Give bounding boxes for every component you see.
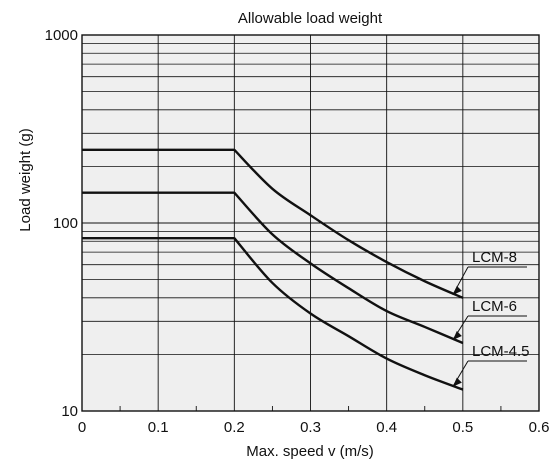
series-line-lcm-6 <box>82 191 464 345</box>
leader-arrowhead <box>452 330 462 340</box>
x-tick-label: 0.5 <box>452 419 473 436</box>
x-tick-label: 0.3 <box>300 419 321 436</box>
leader-arrowhead <box>452 377 462 387</box>
leader-arrowhead <box>452 285 462 295</box>
x-tick-label: 0 <box>78 419 86 436</box>
x-tick-label: 0.6 <box>529 419 550 436</box>
series-label: LCM-4.5 <box>472 343 530 360</box>
x-axis-label: Max. speed v (m/s) <box>246 443 374 460</box>
series-line-lcm-4-5 <box>82 237 464 391</box>
series-labels: LCM-8 LCM-6 LCM-4.5 <box>452 249 530 387</box>
x-tick-label: 0.4 <box>376 419 397 436</box>
series-label: LCM-6 <box>472 298 517 315</box>
series-label: LCM-8 <box>472 249 517 266</box>
x-axis-ticks: 0 0.1 0.2 0.3 0.4 0.5 0.6 <box>78 419 550 436</box>
y-axis-ticks: 10 100 1000 <box>45 27 78 420</box>
y-tick-label: 1000 <box>45 27 78 44</box>
series-group <box>82 148 464 391</box>
y-tick-label: 10 <box>61 403 78 420</box>
grid <box>81 35 540 411</box>
y-axis-label: Load weight (g) <box>17 128 34 231</box>
x-tick-label: 0.1 <box>148 419 169 436</box>
series-line-lcm-8 <box>82 148 464 299</box>
x-tick-label: 0.2 <box>224 419 245 436</box>
y-tick-label: 100 <box>53 215 78 232</box>
chart-title: Allowable load weight <box>238 10 383 27</box>
plot-frame <box>81 34 540 412</box>
